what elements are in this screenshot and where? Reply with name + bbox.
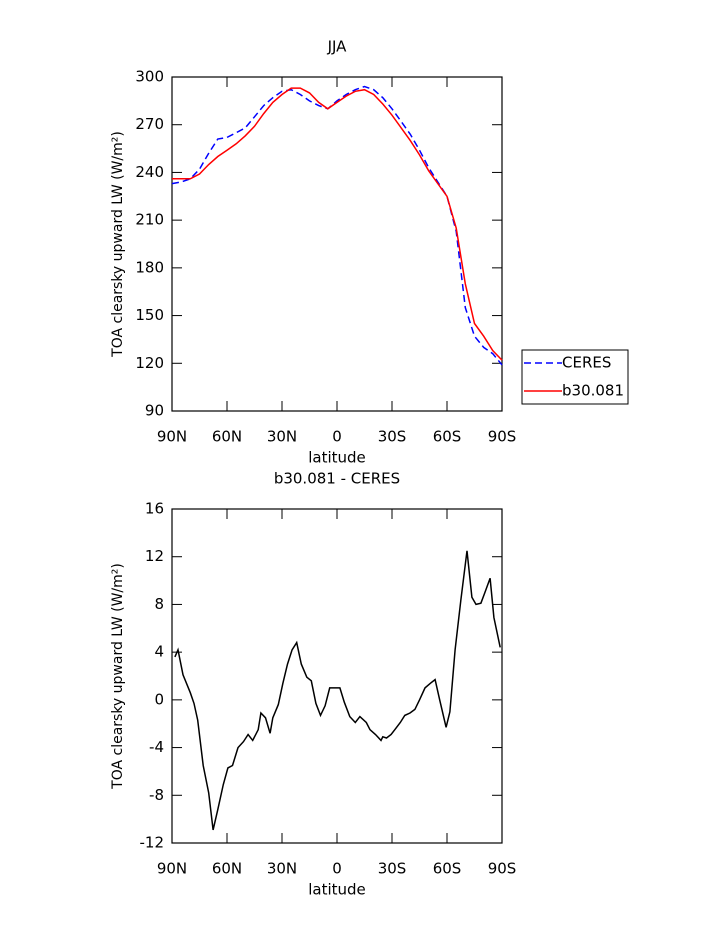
y-axis-label: TOA clearsky upward LW (W/m²) — [110, 563, 126, 790]
x-axis-label: latitude — [308, 449, 366, 467]
y-tick-label: 180 — [135, 258, 164, 276]
y-tick-label: 150 — [135, 306, 164, 324]
x-tick-label: 60N — [212, 428, 242, 446]
x-tick-label: 60N — [212, 860, 242, 878]
y-tick-label: 8 — [154, 595, 164, 613]
y-tick-label: 270 — [135, 115, 164, 133]
x-tick-label: 30S — [378, 860, 407, 878]
chart-title: b30.081 - CERES — [274, 470, 400, 488]
x-tick-label: 90S — [488, 860, 517, 878]
data-line — [172, 87, 503, 361]
y-tick-label: 90 — [145, 402, 164, 420]
y-tick-label: -12 — [140, 834, 165, 852]
x-tick-label: 30S — [378, 428, 407, 446]
panel: JJA latitude TOA clearsky upward LW (W/m²)… — [110, 38, 629, 467]
x-tick-label: 0 — [332, 428, 342, 446]
y-tick-label: 0 — [154, 690, 164, 708]
x-tick-label: 0 — [332, 860, 342, 878]
legend-box — [521, 349, 629, 405]
legend-label: b30.081 — [562, 382, 624, 400]
y-tick-label: 16 — [145, 500, 164, 518]
x-tick-label: 30N — [267, 428, 297, 446]
y-tick-label: -4 — [149, 738, 164, 756]
x-tick-label: 90S — [488, 428, 517, 446]
legend-label: CERES — [562, 354, 611, 372]
y-tick-label: 210 — [135, 211, 164, 229]
data-line — [174, 550, 501, 831]
x-tick-label: 90N — [157, 428, 187, 446]
x-tick-label: 60S — [433, 860, 462, 878]
chart-title: JJA — [327, 38, 348, 56]
data-line — [171, 85, 503, 366]
y-tick-label: -8 — [149, 786, 164, 804]
plot-frame — [171, 76, 503, 412]
panel: b30.081 - CERES latitude TOA clearsky upwa… — [110, 470, 516, 899]
y-tick-label: 12 — [145, 547, 164, 565]
y-tick-label: 120 — [135, 354, 164, 372]
x-tick-label: 60S — [433, 428, 462, 446]
y-tick-label: 300 — [135, 68, 164, 86]
y-tick-label: 240 — [135, 163, 164, 181]
plot-frame — [171, 508, 503, 844]
x-tick-label: 90N — [157, 860, 187, 878]
y-tick-label: 4 — [154, 643, 164, 661]
x-axis-label: latitude — [308, 881, 366, 899]
y-axis-label: TOA clearsky upward LW (W/m²) — [110, 131, 126, 358]
x-tick-label: 30N — [267, 860, 297, 878]
